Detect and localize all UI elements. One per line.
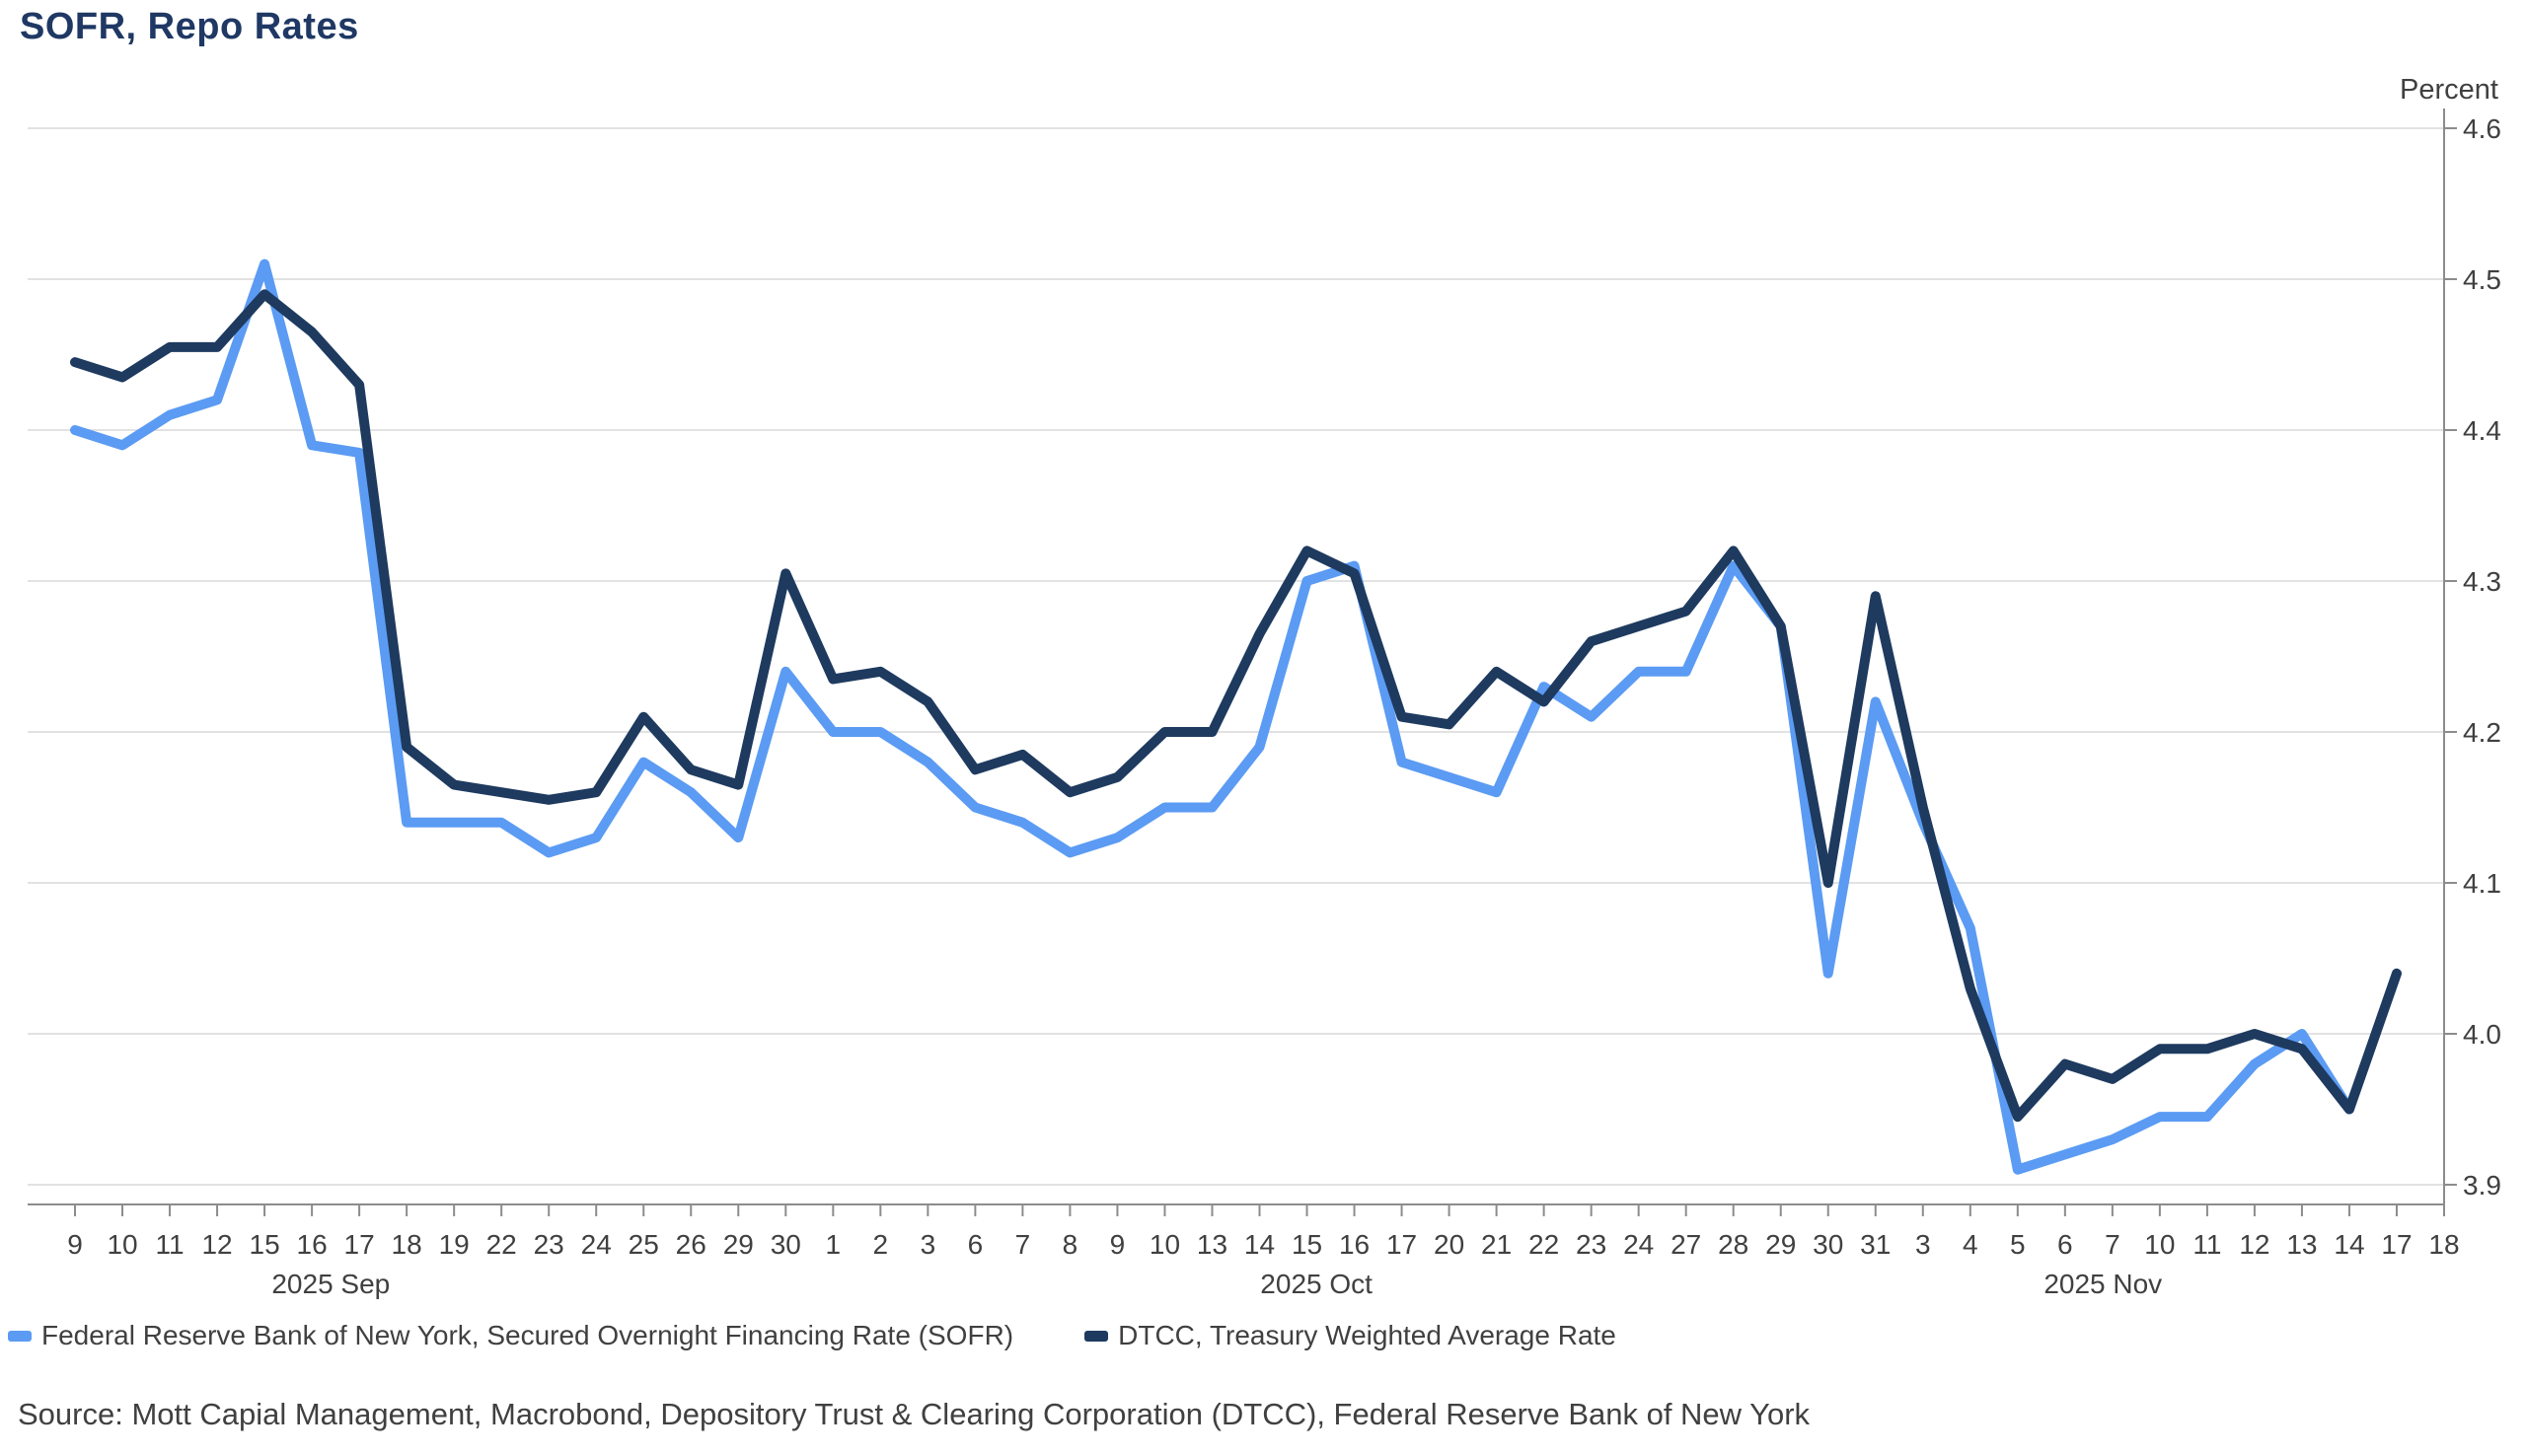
legend-item-sofr: Federal Reserve Bank of New York, Secure…: [8, 1320, 1013, 1351]
dtcc-line: [70, 289, 2402, 1123]
x-tick-label: 27: [1671, 1229, 1701, 1260]
x-tick-label: 6: [968, 1229, 984, 1260]
x-tick-label: 2: [873, 1229, 889, 1260]
x-tick-label: 18: [2428, 1229, 2459, 1260]
sofr-line-swatch-icon: [8, 1330, 32, 1342]
x-tick-label: 29: [723, 1229, 754, 1260]
legend-label-dtcc: DTCC, Treasury Weighted Average Rate: [1118, 1320, 1616, 1350]
x-tick-label: 3: [921, 1229, 936, 1260]
x-tick-label: 1: [826, 1229, 842, 1260]
x-tick-label: 29: [1765, 1229, 1796, 1260]
x-tick-label: 16: [297, 1229, 328, 1260]
axes: [28, 109, 2457, 1205]
legend-item-dtcc: DTCC, Treasury Weighted Average Rate: [1084, 1320, 1616, 1351]
gridlines: [28, 127, 2444, 1186]
x-tick-label: 14: [1244, 1229, 1275, 1260]
x-tick-label: 30: [1813, 1229, 1843, 1260]
x-tick-label: 21: [1481, 1229, 1512, 1260]
x-tick-label: 24: [581, 1229, 612, 1260]
y-tick-label: 4.4: [2463, 415, 2501, 446]
x-tick-label: 18: [392, 1229, 422, 1260]
x-tick-label: 5: [2010, 1229, 2026, 1260]
x-tick-label: 13: [2286, 1229, 2317, 1260]
source-text: Source: Mott Capial Management, Macrobon…: [18, 1397, 1811, 1431]
x-tick-label: 10: [107, 1229, 137, 1260]
x-tick-label: 11: [2192, 1229, 2221, 1260]
x-axis-ticks: [74, 1204, 2445, 1216]
x-tick-label: 7: [2105, 1229, 2120, 1260]
x-tick-label: 9: [1110, 1229, 1126, 1260]
y-axis-unit-label: Percent: [2400, 74, 2498, 106]
x-month-label: 2025 Nov: [2043, 1269, 2162, 1299]
y-tick-label: 4.0: [2463, 1019, 2501, 1050]
x-tick-label: 8: [1063, 1229, 1078, 1260]
x-axis-day-labels: 9 10 11 12 15 16 17 18 19 22 23 24 25 26 29 30 1 2 3 6 7 8 9 10…: [67, 1229, 2459, 1260]
x-tick-label: 4: [1963, 1229, 1978, 1260]
x-axis-month-labels: 2025 Sep 2025 Oct 2025 Nov: [271, 1269, 2162, 1299]
dtcc-line-swatch-icon: [1084, 1330, 1109, 1342]
y-tick-label: 3.9: [2463, 1170, 2501, 1201]
x-month-label: 2025 Oct: [1260, 1269, 1373, 1299]
x-tick-label: 23: [1576, 1229, 1606, 1260]
x-tick-label: 7: [1015, 1229, 1031, 1260]
x-tick-label: 17: [1386, 1229, 1417, 1260]
y-tick-label: 4.3: [2463, 566, 2501, 597]
x-tick-label: 28: [1718, 1229, 1748, 1260]
x-tick-label: 15: [1292, 1229, 1322, 1260]
x-tick-label: 3: [1915, 1229, 1931, 1260]
x-tick-label: 17: [2381, 1229, 2412, 1260]
x-tick-label: 9: [67, 1229, 83, 1260]
x-tick-label: 11: [156, 1229, 185, 1260]
legend: Federal Reserve Bank of New York, Secure…: [8, 1320, 1616, 1351]
x-tick-label: 20: [1434, 1229, 1464, 1260]
y-axis-tick-labels: 4.6 4.5 4.4 4.3 4.2 4.1 4.0 3.9: [2463, 113, 2501, 1201]
x-tick-label: 23: [534, 1229, 564, 1260]
legend-label-sofr: Federal Reserve Bank of New York, Secure…: [41, 1320, 1014, 1350]
x-tick-label: 14: [2334, 1229, 2364, 1260]
x-tick-label: 26: [676, 1229, 706, 1260]
x-tick-label: 22: [486, 1229, 517, 1260]
x-tick-label: 13: [1197, 1229, 1227, 1260]
x-tick-label: 12: [201, 1229, 232, 1260]
x-month-label: 2025 Sep: [271, 1269, 390, 1299]
x-tick-label: 30: [771, 1229, 801, 1260]
x-tick-label: 12: [2239, 1229, 2269, 1260]
x-tick-label: 22: [1528, 1229, 1559, 1260]
chart-title: SOFR, Repo Rates: [20, 6, 359, 47]
x-tick-label: 6: [2057, 1229, 2073, 1260]
y-tick-label: 4.6: [2463, 113, 2501, 144]
y-tick-label: 4.5: [2463, 264, 2501, 295]
x-tick-label: 24: [1623, 1229, 1654, 1260]
x-tick-label: 17: [344, 1229, 375, 1260]
x-tick-label: 31: [1860, 1229, 1891, 1260]
x-tick-label: 15: [250, 1229, 280, 1260]
y-tick-label: 4.2: [2463, 717, 2501, 748]
x-tick-label: 19: [439, 1229, 470, 1260]
y-tick-label: 4.1: [2463, 868, 2501, 899]
sofr-line: [70, 258, 2354, 1175]
x-tick-label: 25: [629, 1229, 659, 1260]
series-lines: [70, 258, 2402, 1175]
x-tick-label: 16: [1339, 1229, 1370, 1260]
x-tick-label: 10: [2144, 1229, 2175, 1260]
x-tick-label: 10: [1150, 1229, 1180, 1260]
